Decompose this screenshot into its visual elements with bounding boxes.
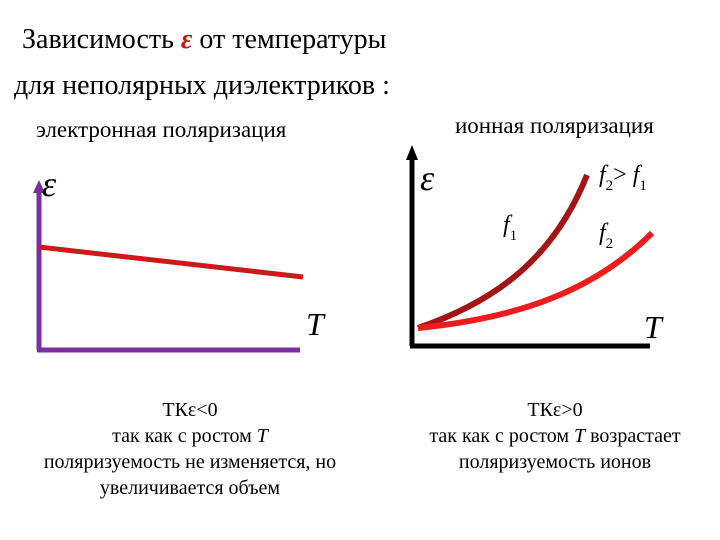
right-caption-line-2: так как с ростом T возрастает — [429, 425, 681, 447]
left-epsilon-line — [38, 244, 304, 280]
left-caption: ТКε<0 так как с ростом T поляризуемость … — [0, 397, 380, 501]
right-caption: ТКε>0 так как с ростом T возрастает поля… — [390, 397, 720, 475]
title-line-1: Зависимость ε от температуры — [22, 24, 387, 55]
left-axes — [33, 180, 300, 353]
right-panel-label: ионная поляризация — [455, 113, 654, 138]
left-caption-line-1: ТКε<0 — [162, 399, 218, 421]
right-x-axis-label: T — [644, 309, 664, 345]
right-caption-line-3: поляризуемость ионов — [458, 451, 652, 473]
curve-f1 — [417, 173, 590, 331]
left-caption-line-4: увеличивается объем — [99, 477, 281, 499]
left-x-axis-label: T — [306, 306, 326, 342]
curve-f2 — [417, 230, 655, 331]
left-panel-label: электронная поляризация — [36, 117, 287, 142]
left-y-axis-label: ε — [42, 164, 57, 204]
label-f2: f2 — [599, 220, 613, 252]
left-caption-line-2: так как с ростом T — [112, 425, 268, 447]
right-caption-line-1: ТКε>0 — [527, 399, 583, 421]
left-caption-line-3: поляризуемость не изменяется, но — [43, 451, 337, 473]
right-axes — [406, 145, 650, 349]
title-epsilon-symbol: ε — [180, 24, 193, 55]
label-f1: f1 — [503, 212, 517, 244]
right-y-axis-label: ε — [420, 158, 435, 198]
title-line-2: для неполярных диэлектриков : — [14, 70, 390, 101]
label-f2-greater-f1: f2> f1 — [599, 162, 647, 194]
